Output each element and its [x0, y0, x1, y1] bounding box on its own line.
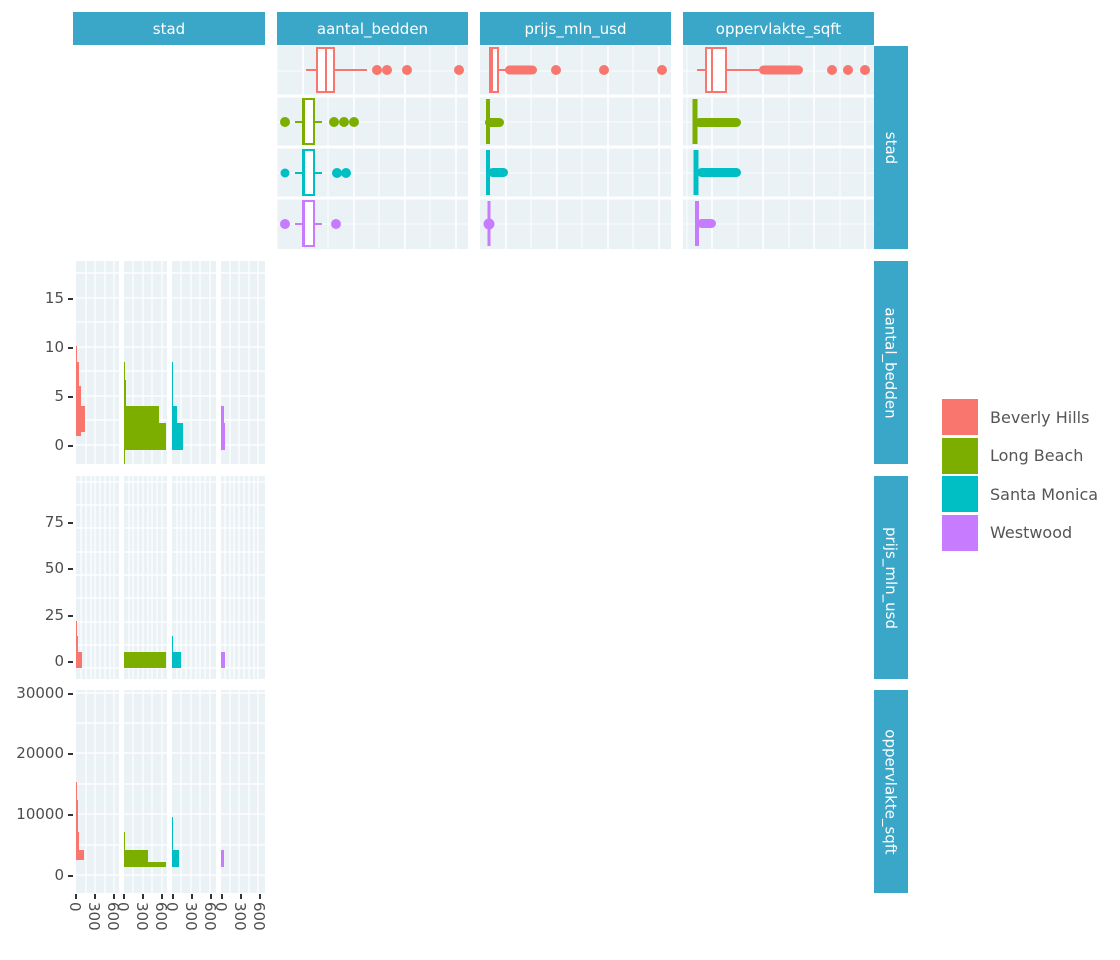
tick-mark: [113, 894, 115, 899]
x-tick-label: 300: [85, 902, 103, 931]
tick-mark: [68, 693, 73, 695]
strip-label: aantal_bedden: [882, 306, 901, 419]
y-tick-label: 0: [54, 866, 64, 884]
boxplot-panel-oppervlakte-sqft: [683, 46, 874, 249]
legend-swatch: [942, 476, 978, 513]
legend-label: Long Beach: [990, 446, 1084, 466]
tick-mark: [68, 522, 73, 524]
x-tick-label: 0: [212, 902, 230, 912]
tick-mark: [172, 894, 174, 899]
y-tick-label: 15: [44, 289, 64, 307]
tick-mark: [221, 894, 223, 899]
strip-label: prijs_mln_usd: [524, 19, 627, 38]
legend-swatch: [942, 399, 978, 436]
legend-item-santa-monica: Santa Monica: [942, 475, 1098, 514]
x-tick-label: 600: [250, 902, 268, 931]
boxplot-panel-aantal-bedden: [277, 46, 468, 249]
y-tick-label: 50: [44, 559, 64, 577]
tick-mark: [68, 814, 73, 816]
tick-mark: [68, 615, 73, 617]
y-tick-label: 0: [54, 652, 64, 670]
legend-label: Santa Monica: [990, 484, 1099, 504]
column-strip-prijs-mln-usd: prijs_mln_usd: [480, 12, 671, 45]
boxplot-panel-prijs-mln-usd: [480, 46, 671, 249]
row-strip-aantal-bedden: aantal_bedden: [874, 261, 908, 464]
legend-item-westwood: Westwood: [942, 514, 1098, 553]
y-tick-label: 10000: [16, 805, 64, 823]
legend-label: Westwood: [990, 523, 1073, 543]
x-tick-label: 300: [182, 902, 200, 931]
y-tick-label: 75: [44, 513, 64, 531]
strip-label: stad: [881, 131, 900, 164]
tick-mark: [94, 894, 96, 899]
legend-swatch: [942, 514, 978, 551]
histogram-panel-prijs-mln-usd: [73, 476, 265, 679]
tick-mark: [68, 445, 73, 447]
legend: Beverly Hills Long Beach Santa Monica We…: [942, 398, 1098, 552]
strip-label: aantal_bedden: [316, 19, 429, 38]
tick-mark: [68, 347, 73, 349]
y-tick-label: 20000: [16, 744, 64, 762]
column-strip-aantal-bedden: aantal_bedden: [277, 12, 468, 45]
legend-item-long-beach: Long Beach: [942, 437, 1098, 476]
tick-mark: [68, 661, 73, 663]
tick-mark: [142, 894, 144, 899]
y-tick-label: 30000: [16, 684, 64, 702]
tick-mark: [68, 298, 73, 300]
y-tick-label: 5: [54, 387, 64, 405]
legend-swatch: [942, 437, 978, 474]
histogram-oppervlakte-svg: [73, 690, 265, 893]
column-strip-stad: stad: [73, 12, 265, 45]
tick-mark: [123, 894, 125, 899]
tick-mark: [259, 894, 261, 899]
histogram-panel-oppervlakte-sqft: [73, 690, 265, 893]
tick-mark: [68, 568, 73, 570]
strip-label: oppervlakte_sqft: [715, 19, 842, 38]
x-tick-label: 300: [133, 902, 151, 931]
histogram-prijs-svg: [73, 476, 265, 679]
x-tick-label: 0: [66, 902, 84, 912]
tick-mark: [210, 894, 212, 899]
tick-mark: [75, 894, 77, 899]
row-strip-prijs-mln-usd: prijs_mln_usd: [874, 476, 908, 679]
boxplot-oppervlakte-svg: [683, 46, 874, 249]
histogram-panel-aantal-bedden: [73, 261, 265, 464]
tick-mark: [161, 894, 163, 899]
strip-label: stad: [152, 19, 186, 38]
tick-mark: [191, 894, 193, 899]
y-tick-label: 25: [44, 606, 64, 624]
tick-mark: [68, 753, 73, 755]
tick-mark: [240, 894, 242, 899]
x-tick-label: 0: [114, 902, 132, 912]
histogram-aantal-bedden-svg: [73, 261, 265, 464]
boxplot-aantal-bedden-svg: [277, 46, 468, 249]
x-tick-label: 0: [163, 902, 181, 912]
x-tick-label: 300: [231, 902, 249, 931]
y-tick-label: 0: [54, 436, 64, 454]
column-strip-oppervlakte-sqft: oppervlakte_sqft: [683, 12, 874, 45]
row-strip-stad: stad: [874, 46, 908, 249]
strip-label: prijs_mln_usd: [882, 526, 900, 629]
legend-item-beverly-hills: Beverly Hills: [942, 398, 1098, 437]
boxplot-prijs-svg: [480, 46, 671, 249]
tick-mark: [68, 875, 73, 877]
y-tick-label: 10: [44, 338, 64, 356]
strip-label: oppervlakte_sqft: [882, 728, 901, 855]
tick-mark: [68, 396, 73, 398]
row-strip-oppervlakte-sqft: oppervlakte_sqft: [874, 690, 908, 893]
legend-label: Beverly Hills: [990, 407, 1090, 427]
